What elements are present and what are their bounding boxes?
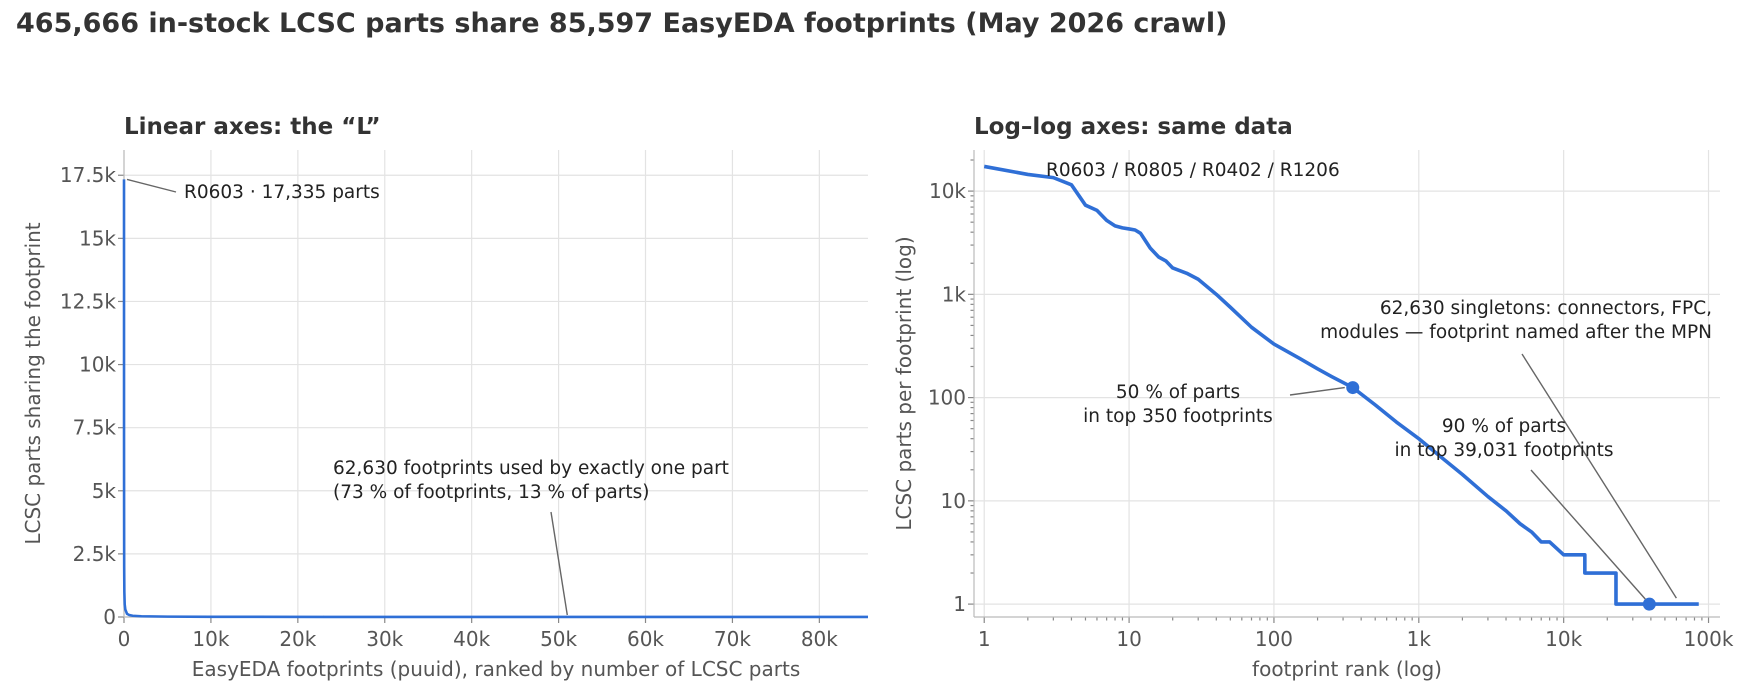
annotation-leader — [1289, 386, 1345, 396]
x-tick-label: 70k — [714, 627, 751, 651]
series-line — [122, 179, 868, 619]
annotation-top-footprint: R0603 · 17,335 parts — [184, 182, 380, 203]
linear-panel-title: Linear axes: the “L” — [124, 114, 381, 140]
x-tick-label: 20k — [279, 627, 316, 651]
x-tick-label: 80k — [801, 627, 838, 651]
x-axis-label: footprint rank (log) — [1252, 657, 1442, 681]
loglog-panel-title: Log–log axes: same data — [974, 114, 1293, 140]
y-tick-label: 10k — [929, 179, 966, 203]
annotation-singletons-line: modules — footprint named after the MPN — [1320, 322, 1712, 343]
y-tick-label: 7.5k — [73, 416, 117, 440]
x-tick-label: 30k — [366, 627, 403, 651]
annotation-singletons-line: (73 % of footprints, 13 % of parts) — [333, 482, 649, 503]
x-tick-label: 100 — [1255, 627, 1293, 651]
y-tick-label: 0 — [103, 605, 116, 629]
annotation-singletons: 62,630 singletons: connectors, FPC, modul… — [1320, 298, 1712, 343]
milestone-marker — [1642, 597, 1656, 611]
y-tick-label: 10 — [941, 489, 966, 513]
y-tick-label: 15k — [79, 226, 116, 250]
annotation-90-percent: 90 % of parts in top 39,031 footprints — [1394, 416, 1613, 461]
annotation-50-percent-line: in top 350 footprints — [1083, 406, 1273, 427]
annotation-90-percent-line: 90 % of parts — [1442, 416, 1566, 437]
y-tick-label: 17.5k — [60, 163, 117, 187]
loglog-chart: 1 10 100 1k 10k 100k 1 10 100 1k 10k footprint rank… — [892, 150, 1734, 681]
x-tick-label: 10k — [1545, 627, 1582, 651]
annotation-leader — [550, 511, 568, 616]
annotation-90-percent-line: in top 39,031 footprints — [1394, 440, 1613, 461]
y-tick-label: 1k — [942, 282, 967, 306]
annotation-50-percent-line: 50 % of parts — [1116, 382, 1240, 403]
annotation-top-footprints: R0603 / R0805 / R0402 / R1206 — [1046, 160, 1340, 181]
x-tick-label: 0 — [118, 627, 131, 651]
y-tick-label: 1 — [953, 592, 966, 616]
x-tick-label: 100k — [1684, 627, 1734, 651]
x-tick-label: 50k — [540, 627, 577, 651]
milestone-marker — [1346, 381, 1360, 395]
y-tick-label: 12.5k — [60, 289, 117, 313]
y-axis-label: LCSC parts sharing the footprint — [21, 222, 45, 544]
linear-chart: 0 10k 20k 30k 40k 50k 60k 70k 80k 0 2.5k 5k 7.5k 10k 1… — [21, 150, 868, 681]
y-axis-label: LCSC parts per footprint (log) — [892, 236, 916, 530]
annotation-top-footprints-line: R0603 / R0805 / R0402 / R1206 — [1046, 160, 1340, 181]
x-tick-label: 1 — [978, 627, 991, 651]
series-line — [983, 164, 1699, 606]
annotation-50-percent: 50 % of parts in top 350 footprints — [1083, 382, 1273, 427]
annotation-singletons: 62,630 footprints used by exactly one pa… — [333, 458, 729, 503]
annotation-leader — [1530, 469, 1646, 600]
y-tick-label: 2.5k — [73, 542, 117, 566]
x-axis-label: EasyEDA footprints (puuid), ranked by nu… — [192, 657, 801, 681]
x-tick-label: 40k — [453, 627, 490, 651]
x-tick-label: 10k — [192, 627, 229, 651]
x-tick-label: 60k — [627, 627, 664, 651]
annotation-singletons-line: 62,630 footprints used by exactly one pa… — [333, 458, 729, 479]
y-tick-label: 10k — [79, 353, 116, 377]
x-tick-label: 10 — [1116, 627, 1141, 651]
annotation-top-footprint-line: R0603 · 17,335 parts — [184, 182, 380, 203]
y-tick-label: 5k — [92, 479, 117, 503]
y-tick-label: 100 — [928, 386, 966, 410]
x-tick-label: 1k — [1407, 627, 1432, 651]
annotation-singletons-line: 62,630 singletons: connectors, FPC, — [1380, 298, 1712, 319]
annotation-leader — [126, 178, 177, 193]
annotation-leader — [1521, 353, 1677, 599]
figure-title: 465,666 in-stock LCSC parts share 85,597… — [16, 8, 1228, 39]
